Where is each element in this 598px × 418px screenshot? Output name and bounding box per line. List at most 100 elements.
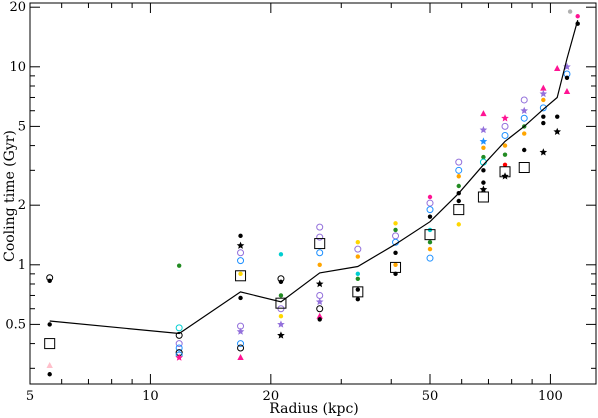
data-point-dot xyxy=(481,168,486,173)
plot-content xyxy=(44,9,580,377)
open-square-marker xyxy=(235,270,247,282)
y-tick-label: 5 xyxy=(18,119,26,134)
data-point-star xyxy=(501,114,509,122)
x-axis-title: Radius (kpc) xyxy=(269,401,359,417)
x-tick-label: 10 xyxy=(142,389,159,404)
open-square-marker xyxy=(390,261,402,273)
data-point-dot xyxy=(393,262,398,267)
data-point-dot xyxy=(502,143,508,148)
open-square-marker xyxy=(314,238,326,250)
open-square-marker xyxy=(275,297,287,309)
data-point-dot xyxy=(456,174,461,179)
data-point-triangle xyxy=(316,312,323,319)
data-point-dot xyxy=(427,246,433,252)
data-point-dot xyxy=(278,252,284,257)
data-point-dot xyxy=(456,222,461,227)
data-point-dot xyxy=(481,154,486,160)
data-point-open-circle xyxy=(426,206,434,214)
data-point-open-circle xyxy=(520,96,528,104)
data-point-star xyxy=(479,137,488,145)
data-point-dot xyxy=(355,271,361,277)
data-point-dot xyxy=(427,214,433,219)
data-point-dot xyxy=(481,180,486,185)
data-point-triangle xyxy=(540,84,547,91)
data-point-dot xyxy=(502,152,508,157)
data-point-star xyxy=(236,327,245,335)
data-point-open-circle xyxy=(316,233,324,241)
data-point-dot xyxy=(481,145,486,150)
data-point-star xyxy=(315,279,324,288)
data-point-dot xyxy=(278,293,284,298)
data-point-dot xyxy=(317,317,322,322)
data-point-open-circle xyxy=(501,122,509,130)
axis-ticks xyxy=(29,3,596,384)
data-point-dot xyxy=(47,372,52,377)
data-point-dot xyxy=(317,262,322,267)
data-point-dot xyxy=(564,75,570,80)
open-square-marker xyxy=(453,204,465,216)
x-tick-label: 50 xyxy=(422,389,439,404)
data-point-open-circle xyxy=(426,199,434,207)
data-point-star xyxy=(501,172,509,180)
data-point-dot xyxy=(355,287,361,292)
data-point-open-circle xyxy=(316,291,324,299)
y-tick-label: 1 xyxy=(18,258,26,273)
data-point-open-circle xyxy=(455,158,463,166)
data-point-dot xyxy=(456,183,461,189)
data-point-triangle xyxy=(46,362,53,369)
data-point-open-circle xyxy=(316,223,324,231)
mean-profile-line xyxy=(49,20,579,335)
data-point-dot xyxy=(47,278,52,284)
data-point-star xyxy=(553,127,562,135)
data-point-dot xyxy=(541,114,546,119)
data-point-dot xyxy=(355,276,361,281)
data-point-star xyxy=(479,125,488,134)
y-tick-label: 10 xyxy=(9,60,26,75)
data-point-dot xyxy=(355,297,361,302)
data-point-open-circle xyxy=(175,324,183,332)
data-point-star xyxy=(520,106,529,114)
data-point-dot xyxy=(355,240,361,245)
data-point-open-circle xyxy=(501,131,509,139)
y-tick-label: 0.5 xyxy=(5,317,26,332)
data-point-dot xyxy=(176,263,182,268)
data-point-dot xyxy=(355,254,361,259)
data-point-dot xyxy=(393,221,398,226)
x-tick-label: 5 xyxy=(26,389,34,404)
data-point-open-circle xyxy=(426,254,434,262)
data-point-triangle xyxy=(480,110,487,117)
x-tick-label: 20 xyxy=(263,389,280,404)
y-tick-label: 2 xyxy=(18,198,26,213)
open-square-marker xyxy=(477,191,489,203)
data-point-dot xyxy=(575,14,580,19)
data-point-open-circle xyxy=(237,344,245,352)
data-point-triangle xyxy=(563,88,571,95)
y-axis-title: Cooling time (Gyr) xyxy=(2,130,18,262)
data-point-dot xyxy=(555,114,560,119)
axis-tick-labels: 5 10 20 50 100 0.5 1 2 5 10 20 xyxy=(5,0,563,404)
data-point-dot xyxy=(238,295,243,301)
data-point-open-circle xyxy=(455,166,463,174)
data-point-dot xyxy=(238,233,243,239)
data-point-dot xyxy=(238,271,243,277)
data-point-dot xyxy=(522,147,527,153)
data-point-dot xyxy=(541,97,546,103)
data-point-open-circle xyxy=(354,245,362,253)
x-tick-label: 100 xyxy=(538,389,563,404)
open-square-marker xyxy=(424,229,436,241)
data-point-star xyxy=(277,331,285,339)
plot-frame xyxy=(29,2,597,385)
data-point-open-circle xyxy=(175,340,183,348)
data-point-dot xyxy=(541,120,546,126)
data-point-dot xyxy=(393,250,398,255)
data-point-open-circle xyxy=(539,104,547,112)
open-square-marker xyxy=(518,162,530,174)
data-point-triangle xyxy=(237,354,244,361)
data-point-dot xyxy=(427,240,433,245)
data-point-open-circle xyxy=(175,331,183,339)
data-point-open-circle xyxy=(316,305,324,313)
open-square-marker xyxy=(44,338,56,350)
data-point-dot xyxy=(278,314,284,319)
data-point-star xyxy=(539,148,548,156)
